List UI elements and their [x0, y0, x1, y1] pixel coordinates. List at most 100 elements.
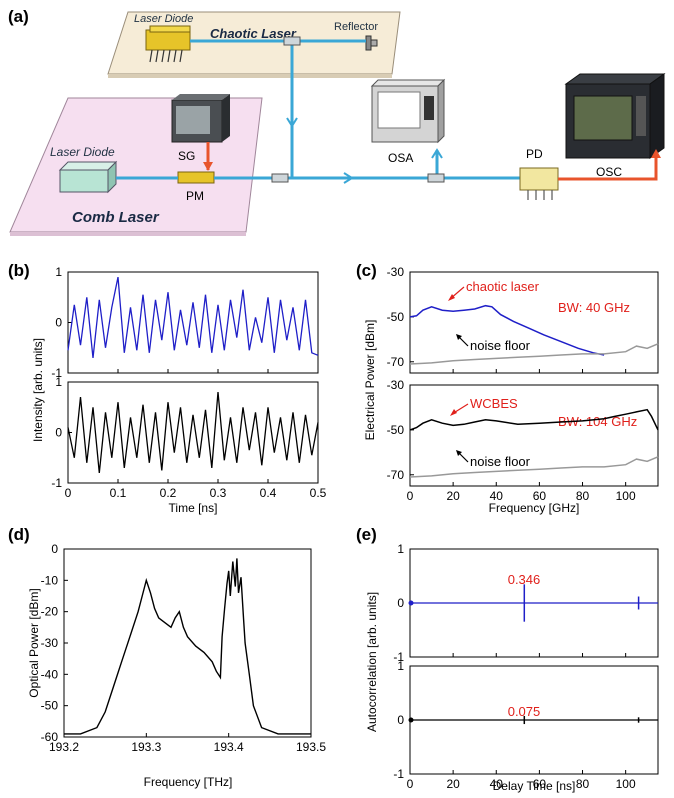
chart-d-xlabel: Frequency [THz] — [144, 775, 233, 789]
chart-c-bottom-xtick-label: 0 — [407, 489, 414, 503]
chart-c-bottom-series-noise-floor — [409, 456, 659, 478]
osc-instrument — [564, 73, 666, 159]
chart-c-arrowhead-noise-bottom — [456, 450, 462, 456]
comb-laser-diode-label: Laser Diode — [50, 145, 115, 159]
pd-label: PD — [526, 147, 543, 161]
chart-d-series-spectrum — [64, 558, 311, 735]
panel-label-d: (d) — [8, 525, 30, 544]
chart-c-bottom-xtick-label: 80 — [576, 489, 590, 503]
chart-d-ylabel: Optical Power [dBm] — [27, 588, 41, 697]
chart-b-bottom-xtick-label: 0.3 — [210, 486, 227, 500]
chart-c-bottom-ytick-label: -30 — [387, 378, 405, 392]
pm-modulator — [177, 171, 215, 184]
chart-e-bottom-ytick-label: 1 — [397, 659, 404, 673]
chart-d-optical-spectrum: Optical Power [dBm] Frequency [THz] 193.… — [27, 542, 326, 789]
chart-e-autocorrelation: Autocorrelation [arb. units] Delay Time … — [365, 542, 659, 793]
chaotic-laser-diode — [145, 25, 191, 63]
chaotic-laser-diode-label: Laser Diode — [134, 13, 193, 25]
osa-instrument — [370, 78, 446, 144]
chart-e-bottom-zero-peak — [408, 717, 414, 723]
chart-d-xtick-label: 193.5 — [296, 740, 326, 754]
chart-e-bottom-xtick-label: 60 — [533, 777, 547, 791]
chart-d-ytick-label: -50 — [41, 699, 59, 713]
comb-laser-title: Comb Laser — [72, 209, 160, 226]
chart-d-ytick-label: -30 — [41, 636, 59, 650]
chart-b-bottom-xtick-label: 0.5 — [310, 486, 327, 500]
chart-d-ytick-label: -40 — [41, 667, 59, 681]
chart-e-bottom-xtick-label: 20 — [446, 777, 460, 791]
chart-c-bottom-xtick-label: 40 — [490, 489, 504, 503]
chart-c-arrowhead-chaotic — [448, 294, 455, 301]
rf-arrow-sg-pm — [203, 162, 213, 171]
chart-e-bottom-ytick-label: -1 — [393, 767, 404, 781]
chart-b-top-ytick-label: 1 — [55, 265, 62, 279]
chart-c-annotation-bw-104: BW: 104 GHz — [558, 414, 637, 429]
chart-c-top-frame — [409, 271, 659, 374]
chart-b-top-series-line — [67, 276, 319, 358]
chart-b-bottom-series-line — [67, 392, 319, 473]
chart-c-bottom-xtick-label: 60 — [533, 489, 547, 503]
chaotic-laser-title: Chaotic Laser — [210, 26, 297, 41]
chart-d-ytick-label: -20 — [41, 605, 59, 619]
chart-d-ytick-label: -10 — [41, 573, 59, 587]
chart-b-bottom-xtick-label: 0.2 — [160, 486, 177, 500]
chart-c-ylabel: Electrical Power [dBm] — [363, 320, 377, 441]
chart-c-top-ytick-label: -50 — [387, 310, 405, 324]
panel-label-a: (a) — [8, 7, 29, 26]
chart-b-bottom-xtick-label: 0.4 — [260, 486, 277, 500]
chart-c-annotation-noise-floor-top: noise floor — [470, 338, 531, 353]
chart-d-xtick-label: 193.4 — [214, 740, 244, 754]
chart-c-annotation-wcbes: WCBES — [470, 396, 518, 411]
chart-e-bottom-xtick-label: 80 — [576, 777, 590, 791]
chart-e-bottom-xtick-label: 0 — [407, 777, 414, 791]
comb-laser-platform-edge — [10, 232, 246, 236]
chart-b-xlabel: Time [ns] — [169, 501, 218, 515]
chart-e-top-ytick-label: 1 — [397, 542, 404, 556]
panel-label-b: (b) — [8, 261, 30, 280]
chart-c-arrowhead-wcbes — [450, 409, 457, 416]
chart-d-ytick-label: -60 — [41, 730, 59, 744]
chart-b-top-frame — [67, 271, 319, 374]
chart-c-bottom-xtick-label: 100 — [616, 489, 636, 503]
comb-laser-diode — [58, 160, 118, 194]
chart-c-bottom-ytick-label: -50 — [387, 423, 405, 437]
chart-b-bottom-ytick-label: 1 — [55, 375, 62, 389]
chart-b-top-ytick-label: 0 — [55, 316, 62, 330]
chart-e-top-ytick-label: 0 — [397, 596, 404, 610]
reflector-label: Reflector — [334, 21, 378, 33]
sg-instrument — [171, 94, 230, 143]
chart-c-annotation-noise-floor-bottom: noise floor — [470, 454, 531, 469]
chart-c-annotation-bw-40: BW: 40 GHz — [558, 300, 630, 315]
chart-b-bottom-xtick-label: 0 — [65, 486, 72, 500]
chart-e-bottom-xtick-label: 40 — [490, 777, 504, 791]
fiber-couplers — [271, 36, 445, 183]
panel-label-c: (c) — [356, 261, 377, 280]
chart-e-top-zero-peak — [408, 600, 414, 606]
chart-c-bottom-ytick-label: -70 — [387, 468, 405, 482]
chart-d-frame — [63, 548, 312, 738]
chart-b-ylabel: Intensity [arb. units] — [31, 338, 45, 442]
chart-b-bottom-frame — [67, 381, 319, 484]
sg-label: SG — [178, 149, 195, 163]
osc-label: OSC — [596, 165, 622, 179]
chart-b-time-traces: Intensity [arb. units] Time [ns] 10-10 0.… — [31, 265, 327, 515]
chart-b-top-ytick-label: -1 — [51, 366, 62, 380]
rf-cable-pd-osc — [558, 152, 658, 181]
panel-label-e: (e) — [356, 525, 377, 544]
chart-e-bottom-ytick-label: 0 — [397, 713, 404, 727]
chart-c-xlabel: Frequency [GHz] — [489, 501, 580, 515]
chart-b-bottom-ytick-label: -1 — [51, 476, 62, 490]
reflector — [365, 35, 378, 51]
pd-photodetector — [519, 167, 559, 200]
chart-e-annotation-bottom: 0.075 — [508, 704, 541, 719]
chart-c-bottom-xtick-label: 20 — [446, 489, 460, 503]
chart-c-top-series-noise-floor — [409, 343, 659, 365]
chart-e-top-ytick-label: -1 — [393, 650, 404, 664]
chart-c-top-ytick-label: -30 — [387, 265, 405, 279]
chart-c-electrical-spectra: Electrical Power [dBm] Frequency [GHz] c… — [363, 265, 659, 515]
chart-c-arrowhead-noise-top — [456, 334, 462, 340]
chart-b-bottom-xtick-label: 0.1 — [110, 486, 127, 500]
chaotic-laser-platform-edge — [108, 74, 392, 78]
osa-label: OSA — [388, 151, 413, 165]
